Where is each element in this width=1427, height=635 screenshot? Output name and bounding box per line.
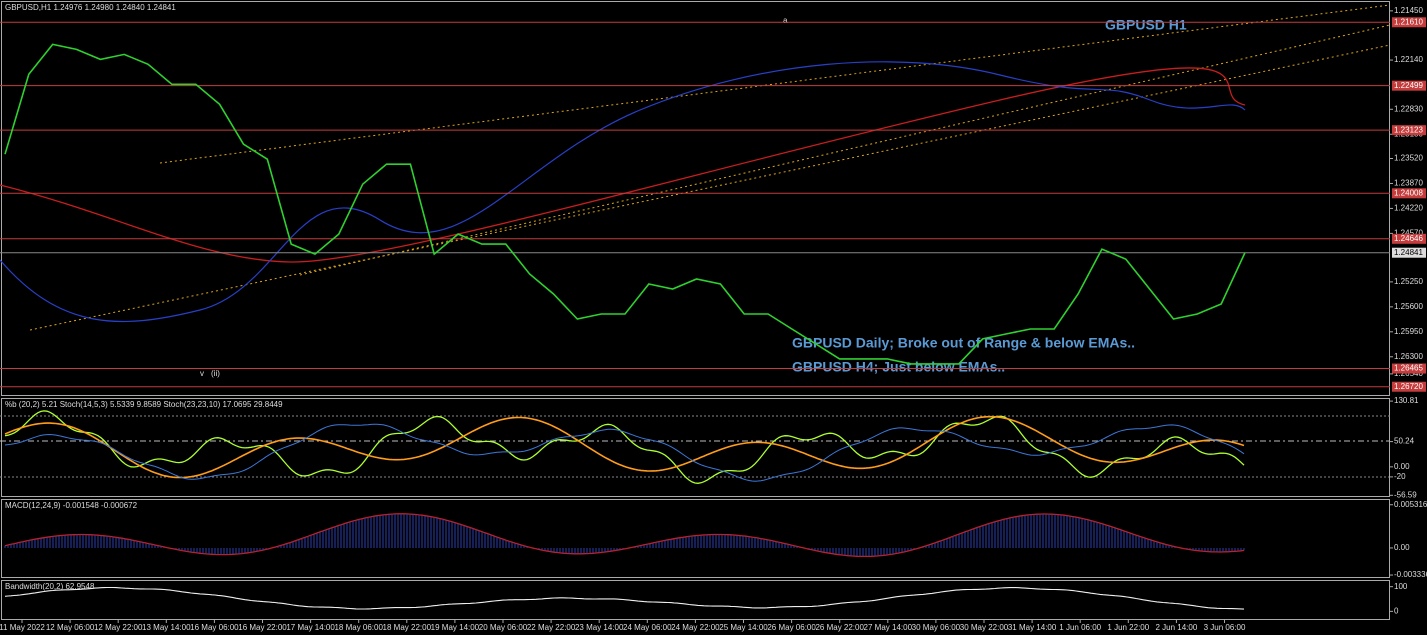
time-label: 1 Jun 06:00 [1059, 623, 1101, 632]
indicator-line [4, 415, 1245, 479]
time-label: 13 May 14:00 [142, 623, 191, 632]
time-label: 17 May 14:00 [286, 623, 335, 632]
time-label: 30 May 06:00 [912, 623, 961, 632]
macd-frame [1, 499, 1390, 578]
y-tick-label: 1.25600 [1394, 302, 1423, 311]
current-price-box [1392, 247, 1426, 258]
y-tick-label: 1.22140 [1394, 55, 1423, 64]
indicator-header: Bandwidth(20,2) 62.9548 [5, 582, 95, 591]
time-label: 12 May 22:00 [94, 623, 143, 632]
y-tick-label: 1.25950 [1394, 327, 1423, 336]
time-label: 27 May 14:00 [864, 623, 913, 632]
y-tick-label: 100 [1394, 582, 1408, 591]
y-tick-label: 1.24220 [1394, 204, 1423, 213]
indicator-header: MACD(12,24,9) -0.001548 -0.000672 [5, 501, 138, 510]
channel-upper [159, 4, 1391, 164]
y-tick-label: 0.00 [1394, 462, 1410, 471]
level-label: 1.24646 [1394, 234, 1423, 243]
level-label: 1.22499 [1394, 81, 1423, 90]
y-tick-label: 1.24570 [1394, 228, 1423, 237]
wave-label: (ii) [211, 369, 220, 378]
time-label: 18 May 06:00 [334, 623, 383, 632]
time-label: 31 May 14:00 [1008, 623, 1057, 632]
y-tick-label: 0.00 [1394, 543, 1410, 552]
current-price-label: 1.24841 [1394, 248, 1423, 257]
stoch-frame [1, 398, 1390, 497]
level-box [1392, 125, 1426, 136]
time-label: 11 May 2022 [0, 623, 45, 632]
level-label: 1.21610 [1394, 17, 1423, 26]
time-label: 16 May 22:00 [238, 623, 287, 632]
symbol-header: GBPUSD,H1 1.24976 1.24980 1.24840 1.2484… [5, 3, 176, 12]
time-label: 1 Jun 22:00 [1107, 623, 1149, 632]
time-label: 19 May 14:00 [431, 623, 480, 632]
indicator-line [4, 423, 1245, 482]
level-label: 1.26465 [1394, 364, 1423, 373]
channel-mid [299, 24, 1391, 276]
time-label: 24 May 06:00 [623, 623, 672, 632]
note: GBPUSD Daily; Broke out of Range & below… [792, 335, 1135, 351]
channel-lower [29, 44, 1391, 331]
level-box [1392, 381, 1426, 392]
level-box [1392, 363, 1426, 374]
time-label: 16 May 06:00 [190, 623, 239, 632]
y-tick-label: 1.23870 [1394, 179, 1423, 188]
level-label: 1.24008 [1394, 188, 1423, 197]
ma-50 [0, 61, 1246, 323]
y-tick-label: 1.23520 [1394, 154, 1423, 163]
indicator-header: %b (20,2) 5.21 Stoch(14,5,3) 5.5339 9.85… [5, 400, 283, 409]
level-label: 1.23123 [1394, 125, 1423, 134]
y-tick-label: 50.24 [1394, 437, 1415, 446]
wave-label: a [783, 16, 788, 25]
wave-label: v [200, 369, 204, 378]
time-label: 26 May 22:00 [815, 623, 864, 632]
level-label: 1.26720 [1394, 382, 1423, 391]
y-tick-label: 1.21450 [1394, 6, 1423, 15]
level-box [1392, 233, 1426, 244]
time-label: 26 May 06:00 [767, 623, 816, 632]
y-tick-label: 0.005316 [1394, 500, 1427, 509]
bandwidth-frame [1, 580, 1390, 620]
y-tick-label: 1.26300 [1394, 352, 1423, 361]
y-tick-label: 1.25250 [1394, 277, 1423, 286]
chart-title: GBPUSD H1 [1105, 17, 1187, 33]
note: GBPUSD H4; Just below EMAs.. [792, 359, 1005, 375]
time-label: 25 May 14:00 [719, 623, 768, 632]
indicator-line [4, 410, 1245, 484]
y-tick-label: 0 [1394, 606, 1399, 615]
level-box [1392, 188, 1426, 199]
time-label: 30 May 22:00 [960, 623, 1009, 632]
time-label: 20 May 06:00 [479, 623, 528, 632]
time-label: 3 Jun 06:00 [1204, 623, 1246, 632]
time-label: 12 May 06:00 [46, 623, 95, 632]
y-tick-label: 1.22830 [1394, 104, 1423, 113]
level-box [1392, 80, 1426, 91]
time-label: 23 May 14:00 [575, 623, 624, 632]
indicator-line [4, 586, 1245, 610]
price-line [4, 43, 1246, 365]
y-tick-label: 130.81 [1394, 396, 1419, 405]
time-label: 18 May 22:00 [383, 623, 432, 632]
time-label: 22 May 22:00 [527, 623, 576, 632]
y-tick-label: -0.003336 [1394, 570, 1427, 579]
time-label: 2 Jun 14:00 [1155, 623, 1197, 632]
level-box [1392, 17, 1426, 28]
main-frame [1, 1, 1390, 396]
time-label: 24 May 22:00 [671, 623, 720, 632]
y-tick-label: -20 [1394, 472, 1406, 481]
y-tick-label: -56.59 [1394, 490, 1417, 499]
